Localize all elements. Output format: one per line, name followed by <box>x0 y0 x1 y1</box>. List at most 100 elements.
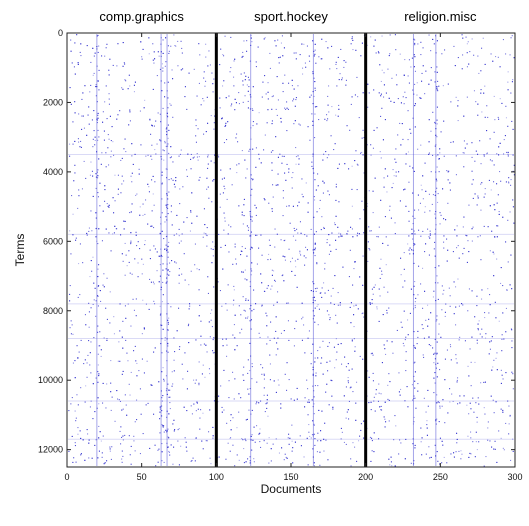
term-dot <box>92 418 94 420</box>
term-dot <box>367 370 369 372</box>
term-dot <box>290 398 292 400</box>
term-dot <box>171 371 173 373</box>
term-dot <box>276 114 278 116</box>
term-dot <box>489 348 491 350</box>
term-dot <box>306 235 308 237</box>
term-dot <box>232 371 234 373</box>
term-dot <box>212 241 214 243</box>
term-dot <box>203 100 205 102</box>
term-dot <box>78 113 80 115</box>
term-dot <box>270 448 272 450</box>
term-dot <box>71 195 73 197</box>
term-dot <box>249 388 251 390</box>
term-dot <box>430 67 432 69</box>
term-dot <box>435 363 437 365</box>
term-dot <box>71 62 73 64</box>
term-dot <box>349 129 351 131</box>
term-dot <box>411 249 413 251</box>
term-dot <box>210 248 212 250</box>
term-dot <box>407 334 409 336</box>
term-dot <box>412 399 414 401</box>
term-dot <box>223 409 225 411</box>
term-dot <box>190 270 192 272</box>
term-dot <box>276 342 278 344</box>
term-dot <box>117 188 119 190</box>
term-dot <box>326 114 328 116</box>
term-dot <box>256 234 258 236</box>
term-dot <box>373 432 375 434</box>
term-dot <box>294 120 296 122</box>
term-dot <box>271 96 273 98</box>
term-dot <box>138 168 140 170</box>
term-dot <box>161 410 163 412</box>
term-dot <box>467 310 469 312</box>
term-dot <box>325 41 327 43</box>
term-dot <box>139 388 141 390</box>
term-dot <box>499 66 501 68</box>
term-dot <box>255 403 257 405</box>
term-dot <box>161 182 163 184</box>
term-dot <box>297 232 299 234</box>
term-dot <box>323 153 325 155</box>
term-dot <box>206 177 208 179</box>
term-dot <box>288 248 290 250</box>
term-dot <box>211 72 213 74</box>
term-dot <box>160 43 162 45</box>
term-dot <box>80 43 82 45</box>
term-dot <box>250 34 252 36</box>
term-dot <box>128 74 130 76</box>
term-dot <box>325 151 327 153</box>
term-dot <box>142 203 144 205</box>
term-dot <box>345 61 347 63</box>
term-dot <box>486 153 488 155</box>
term-dot <box>273 304 275 306</box>
term-dot <box>471 183 473 185</box>
term-dot <box>469 348 471 350</box>
term-dot <box>362 129 364 131</box>
term-dot <box>464 340 466 342</box>
term-dot <box>473 90 475 92</box>
term-dot <box>105 407 107 409</box>
term-dot <box>144 244 146 246</box>
term-dot <box>315 189 317 191</box>
term-dot <box>206 245 208 247</box>
term-dot <box>313 252 315 254</box>
term-dot <box>209 457 211 459</box>
term-dot <box>317 440 319 442</box>
term-dot <box>350 458 352 460</box>
term-dot <box>328 404 330 406</box>
term-dot <box>77 433 79 435</box>
term-dot <box>133 84 135 86</box>
term-dot <box>121 461 123 463</box>
term-dot <box>417 294 419 296</box>
term-dot <box>272 95 274 97</box>
term-dot <box>93 72 95 74</box>
term-dot <box>477 153 479 155</box>
term-dot <box>395 425 397 427</box>
term-dot <box>435 211 437 213</box>
term-dot <box>199 304 201 306</box>
term-dot <box>281 447 283 449</box>
term-dot <box>288 433 290 435</box>
term-dot <box>268 239 270 241</box>
term-dot <box>449 388 451 390</box>
term-dot <box>317 385 319 387</box>
term-dot <box>211 326 213 328</box>
term-dot <box>160 324 162 326</box>
term-dot <box>437 282 439 284</box>
term-dot <box>248 150 250 152</box>
term-dot <box>280 117 282 119</box>
term-dot <box>267 259 269 261</box>
term-dot <box>315 62 317 64</box>
term-dot <box>266 407 268 409</box>
term-dot <box>455 354 457 356</box>
term-dot <box>370 409 372 411</box>
term-dot <box>344 356 346 358</box>
term-dot <box>268 462 270 464</box>
term-dot <box>317 385 319 387</box>
term-dot <box>70 253 72 255</box>
term-dot <box>77 63 79 65</box>
term-dot <box>97 353 99 355</box>
term-dot <box>233 299 235 301</box>
term-dot <box>294 260 296 262</box>
